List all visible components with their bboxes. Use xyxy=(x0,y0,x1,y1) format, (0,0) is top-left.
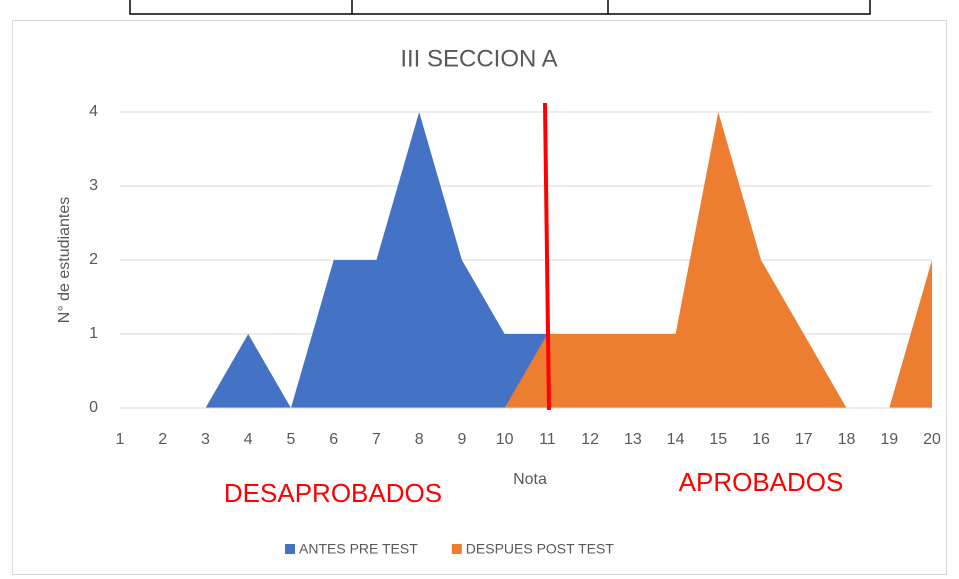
x-tick-label: 6 xyxy=(329,431,338,448)
x-tick-label: 16 xyxy=(752,431,770,448)
x-tick-label: 8 xyxy=(415,431,424,448)
table-fragment xyxy=(129,0,871,15)
x-tick-label: 17 xyxy=(795,431,813,448)
x-tick-label: 7 xyxy=(372,431,381,448)
y-tick-label: 0 xyxy=(89,399,98,416)
x-tick-label: 5 xyxy=(286,431,295,448)
annotation: DESAPROBADOS xyxy=(224,478,442,508)
area xyxy=(120,112,932,408)
legend-label: DESPUES POST TEST xyxy=(466,541,615,557)
x-tick-label: 9 xyxy=(457,431,466,448)
x-tick-label: 1 xyxy=(116,431,125,448)
y-tick-label: 4 xyxy=(89,103,98,120)
y-tick-label: 1 xyxy=(89,325,98,342)
y-tick-label: 2 xyxy=(89,251,98,268)
x-axis-title: Nota xyxy=(513,471,547,488)
y-tick-label: 3 xyxy=(89,177,98,194)
x-tick-label: 18 xyxy=(838,431,856,448)
chart-title: III SECCION A xyxy=(400,45,557,72)
legend-swatch xyxy=(285,544,295,554)
x-tick-label: 2 xyxy=(158,431,167,448)
x-tick-label: 3 xyxy=(201,431,210,448)
threshold-line xyxy=(543,102,551,411)
annotation: APROBADOS xyxy=(679,467,844,497)
x-tick-label: 14 xyxy=(667,431,685,448)
area xyxy=(120,112,932,408)
x-tick-label: 11 xyxy=(539,431,556,448)
x-tick-label: 15 xyxy=(709,431,727,448)
legend-label: ANTES PRE TEST xyxy=(299,541,418,557)
x-tick-label: 10 xyxy=(496,431,514,448)
legend-swatch xyxy=(451,544,462,554)
x-tick-label: 19 xyxy=(880,431,898,448)
x-tick-label: 4 xyxy=(244,431,253,448)
x-tick-label: 12 xyxy=(581,431,599,448)
x-tick-label: 13 xyxy=(624,431,642,448)
x-tick-label: 20 xyxy=(923,431,941,448)
y-axis-title: N° de estudiantes xyxy=(56,197,73,323)
